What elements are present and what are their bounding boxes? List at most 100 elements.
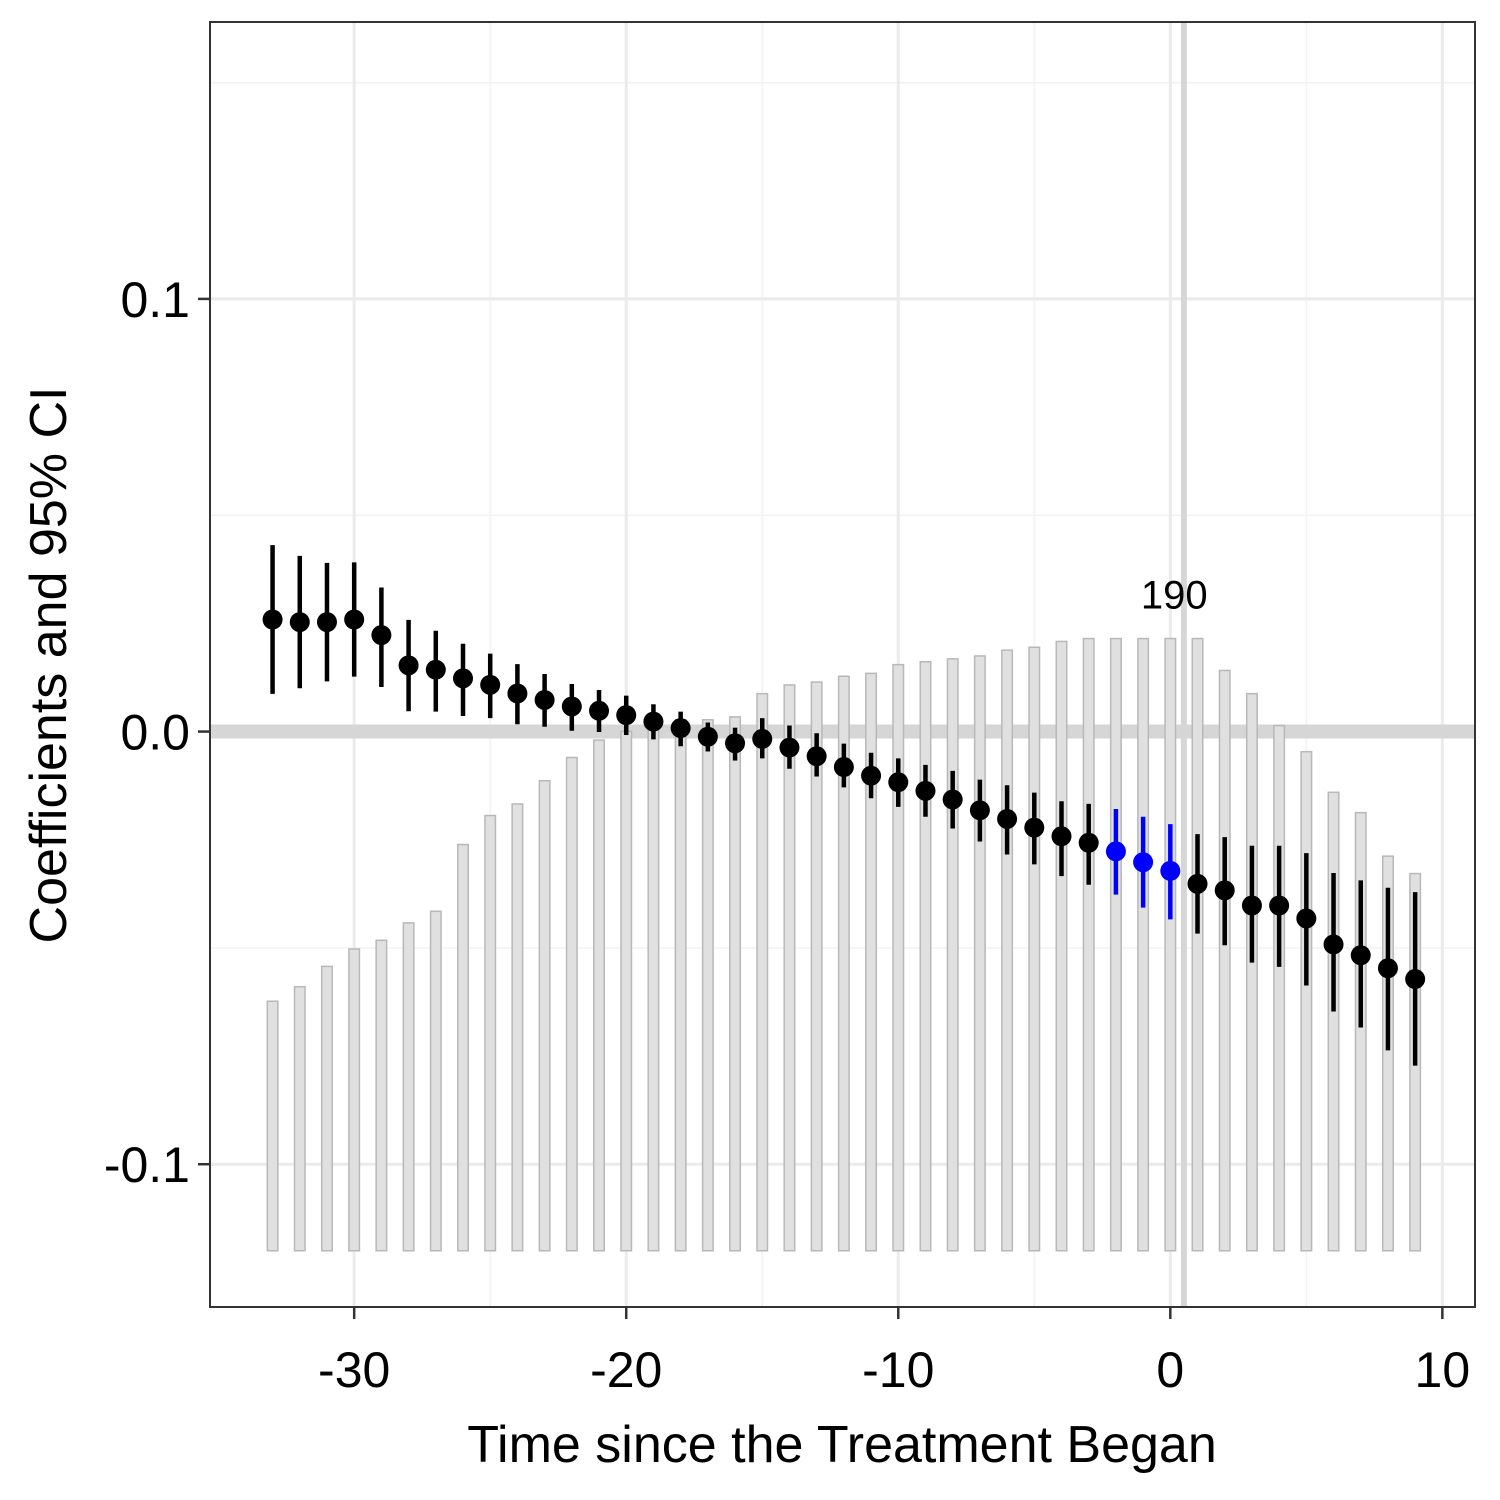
axes: -30 -20 -10 0 10 0.1 0.0 -0.1 (104, 272, 1470, 1398)
coefficient-point (589, 700, 610, 721)
coefficient-point (1133, 852, 1154, 873)
count-bar (1300, 750, 1313, 1252)
coefficient-point (453, 668, 473, 689)
x-tick-label: 0 (1156, 1342, 1184, 1398)
coefficient-point (425, 659, 446, 680)
coefficient-point (534, 689, 555, 710)
coefficient-point (1377, 958, 1398, 979)
count-bar (1381, 855, 1394, 1252)
coefficient-point (1160, 860, 1181, 881)
coefficient-point (561, 696, 582, 717)
coefficient-point (779, 737, 800, 758)
y-tick-label: 0.0 (120, 705, 190, 761)
coefficient-point (1214, 880, 1235, 901)
count-bar (538, 779, 551, 1252)
y-tick-label: 0.1 (120, 272, 190, 328)
coefficient-point (616, 705, 637, 726)
count-bar (783, 684, 796, 1252)
count-bar (511, 803, 524, 1252)
count-bar (1354, 811, 1367, 1252)
count-bar (946, 658, 959, 1252)
coefficient-points (262, 609, 1426, 990)
coefficient-point (942, 789, 963, 810)
coefficient-point (697, 726, 718, 747)
coefficient-point (1269, 895, 1290, 916)
x-tick-label: -20 (590, 1342, 662, 1398)
count-bar (865, 672, 878, 1252)
count-bar (729, 716, 742, 1252)
bar-count-label: 190 (1141, 574, 1208, 618)
coefficient-point (289, 612, 310, 633)
count-bar (348, 948, 361, 1252)
y-tick-label: -0.1 (104, 1137, 190, 1193)
count-bar (1273, 724, 1286, 1252)
count-bar (402, 922, 415, 1252)
coefficient-point (833, 757, 854, 778)
coefficient-point (1296, 908, 1317, 929)
count-bar (375, 939, 388, 1252)
count-bar (1245, 692, 1258, 1252)
count-bar (810, 681, 823, 1252)
coefficient-point (1350, 945, 1371, 966)
count-bar (674, 719, 687, 1252)
count-bar (1001, 649, 1014, 1252)
count-bar (1191, 637, 1204, 1252)
count-bar (620, 730, 633, 1252)
count-bar (647, 721, 660, 1252)
count-bar (320, 965, 333, 1252)
count-bar (484, 814, 497, 1252)
x-tick-label: -30 (318, 1342, 390, 1398)
x-tick-label: 10 (1415, 1342, 1471, 1398)
count-bar (429, 910, 442, 1252)
coefficient-point (915, 780, 936, 801)
coefficient-point (344, 609, 365, 630)
count-bar (266, 1000, 279, 1252)
coefficient-point (1051, 826, 1072, 847)
count-bar (1028, 646, 1041, 1252)
coefficient-point (507, 683, 528, 704)
coefficient-point (806, 746, 827, 767)
coefficient-point (262, 609, 283, 630)
count-bar (457, 843, 469, 1252)
coefficient-point (371, 625, 392, 646)
count-bar (1109, 637, 1122, 1252)
count-bar (837, 675, 850, 1252)
coefficient-point (969, 800, 990, 821)
coefficient-point (752, 728, 773, 749)
coefficient-point (670, 718, 691, 739)
coefficient-point (1241, 895, 1262, 916)
coefficient-point (1078, 832, 1099, 853)
coefficient-point (725, 733, 746, 754)
x-axis-title: Time since the Treatment Began (467, 1416, 1217, 1474)
annotations: 190 (1141, 574, 1208, 618)
count-bar (756, 692, 769, 1252)
count-bar (293, 985, 306, 1252)
count-bar (919, 661, 932, 1252)
count-bar (701, 719, 714, 1252)
coefficient-point (997, 808, 1018, 829)
coefficient-point (888, 772, 909, 793)
coefficient-point (480, 674, 501, 695)
coefficient-point (1323, 934, 1344, 955)
count-bar (892, 663, 905, 1252)
count-bar (1055, 640, 1068, 1252)
plot-panel-border (209, 21, 1476, 1308)
coefficient-point (643, 711, 664, 732)
coefficient-point (861, 765, 882, 786)
count-bar (1218, 669, 1231, 1252)
count-bars (266, 637, 1422, 1252)
count-bar (1137, 637, 1150, 1252)
count-bar (973, 655, 986, 1252)
coefficient-point (398, 655, 419, 676)
count-bar (1164, 637, 1177, 1252)
count-bar (1082, 637, 1095, 1252)
coefficient-point (1187, 873, 1208, 894)
count-bar (593, 739, 606, 1252)
coefficient-point (1405, 969, 1426, 990)
coefficient-point (1105, 841, 1126, 862)
count-bar (565, 756, 578, 1252)
y-axis-title: Coefficients and 95% CI (20, 387, 78, 944)
coefficient-point (316, 612, 337, 633)
x-tick-label: -10 (862, 1342, 934, 1398)
